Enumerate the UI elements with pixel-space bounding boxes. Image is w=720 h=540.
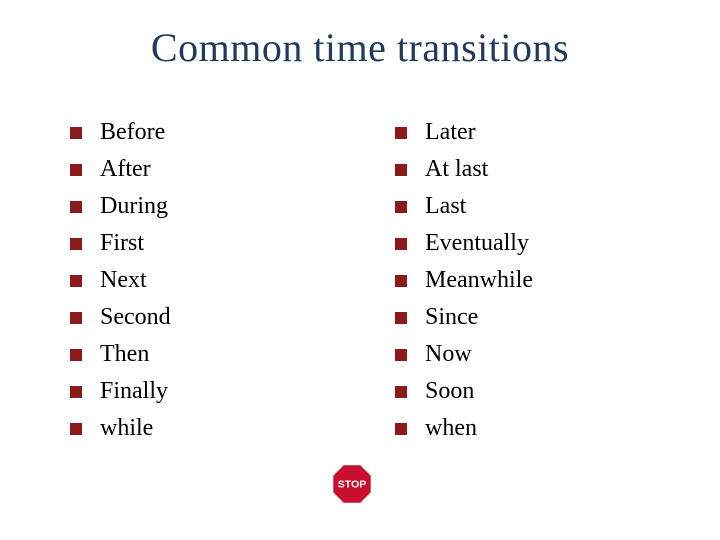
- list-item-label: Soon: [425, 378, 474, 405]
- list-item: After: [70, 156, 335, 183]
- list-item-label: At last: [425, 156, 488, 183]
- list-item: Then: [70, 341, 335, 368]
- bullet-icon: [70, 238, 82, 250]
- list-item: Meanwhile: [395, 267, 660, 294]
- content-columns: Before After During First Next Second Th…: [60, 119, 660, 452]
- list-item: Second: [70, 304, 335, 331]
- list-item-label: Next: [100, 267, 147, 294]
- bullet-icon: [70, 164, 82, 176]
- list-item: Soon: [395, 378, 660, 405]
- list-item-label: Meanwhile: [425, 267, 533, 294]
- list-item: During: [70, 193, 335, 220]
- list-item: First: [70, 230, 335, 257]
- list-item-label: First: [100, 230, 144, 257]
- list-item-label: Later: [425, 119, 476, 146]
- left-column: Before After During First Next Second Th…: [70, 119, 335, 452]
- list-item: Next: [70, 267, 335, 294]
- bullet-icon: [395, 312, 407, 324]
- list-item-label: Finally: [100, 378, 168, 405]
- bullet-icon: [395, 386, 407, 398]
- list-item: Last: [395, 193, 660, 220]
- bullet-icon: [70, 349, 82, 361]
- bullet-icon: [395, 127, 407, 139]
- page-title: Common time transitions: [60, 24, 660, 71]
- list-item: At last: [395, 156, 660, 183]
- slide: Common time transitions Before After Dur…: [0, 0, 720, 540]
- bullet-icon: [395, 349, 407, 361]
- bullet-icon: [395, 275, 407, 287]
- list-item: Later: [395, 119, 660, 146]
- list-item-label: During: [100, 193, 168, 220]
- bullet-icon: [70, 386, 82, 398]
- bullet-icon: [70, 201, 82, 213]
- list-item-label: Since: [425, 304, 478, 331]
- list-item: when: [395, 415, 660, 442]
- bullet-icon: [70, 275, 82, 287]
- list-item: while: [70, 415, 335, 442]
- list-item-label: Before: [100, 119, 165, 146]
- list-item-label: Now: [425, 341, 472, 368]
- left-list: Before After During First Next Second Th…: [70, 119, 335, 442]
- list-item-label: while: [100, 415, 153, 442]
- bullet-icon: [395, 423, 407, 435]
- bullet-icon: [70, 127, 82, 139]
- list-item-label: Second: [100, 304, 171, 331]
- list-item-label: Then: [100, 341, 149, 368]
- list-item: Now: [395, 341, 660, 368]
- list-item-label: Eventually: [425, 230, 529, 257]
- list-item: Since: [395, 304, 660, 331]
- list-item-label: when: [425, 415, 477, 442]
- bullet-icon: [395, 164, 407, 176]
- bullet-icon: [395, 238, 407, 250]
- bullet-icon: [395, 201, 407, 213]
- list-item: Eventually: [395, 230, 660, 257]
- list-item-label: After: [100, 156, 151, 183]
- stop-sign-icon: STOP: [330, 462, 374, 506]
- bullet-icon: [70, 423, 82, 435]
- right-list: Later At last Last Eventually Meanwhile …: [395, 119, 660, 442]
- right-column: Later At last Last Eventually Meanwhile …: [335, 119, 660, 452]
- stop-label: STOP: [338, 479, 367, 491]
- list-item: Finally: [70, 378, 335, 405]
- list-item: Before: [70, 119, 335, 146]
- bullet-icon: [70, 312, 82, 324]
- list-item-label: Last: [425, 193, 466, 220]
